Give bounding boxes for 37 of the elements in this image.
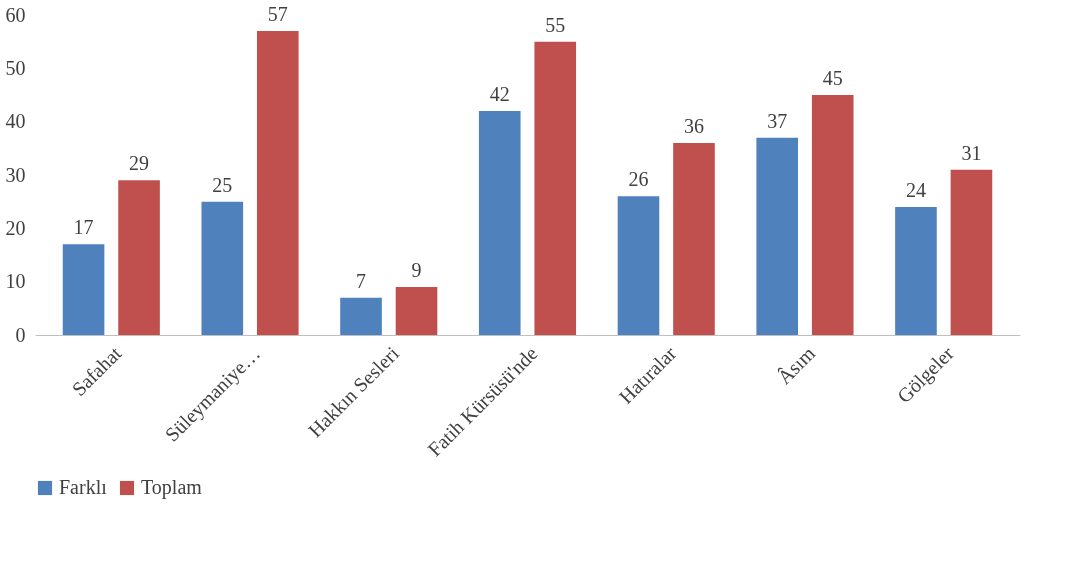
bar [811, 95, 854, 335]
data-label: 45 [822, 67, 843, 89]
y-tick-label: 20 [5, 216, 26, 239]
y-tick-label: 30 [5, 163, 26, 186]
data-label: 17 [73, 216, 94, 239]
y-tick-label: 0 [15, 323, 26, 346]
data-label: 55 [545, 13, 566, 36]
bar [340, 297, 382, 335]
y-tick-label: 60 [5, 3, 26, 26]
data-label: 25 [212, 173, 233, 196]
bar [478, 111, 521, 335]
data-label: 37 [767, 109, 788, 132]
data-label: 31 [961, 141, 982, 164]
data-label: 9 [411, 259, 422, 281]
bar [201, 201, 244, 335]
y-tick-label: 10 [5, 270, 26, 293]
data-label: 57 [267, 3, 288, 25]
y-tick-label: 40 [5, 110, 26, 133]
bar [673, 143, 715, 335]
bar [617, 196, 660, 335]
bar [895, 207, 937, 335]
data-label: 42 [489, 83, 510, 105]
data-label: 36 [683, 115, 704, 137]
bar [256, 31, 299, 335]
data-label: 24 [905, 179, 926, 201]
legend-label: Toplam [141, 476, 203, 499]
bar [395, 287, 438, 335]
data-label: 26 [628, 168, 649, 191]
bar [950, 169, 993, 335]
y-tick-label: 50 [5, 56, 26, 79]
data-label: 7 [356, 269, 367, 292]
bar [62, 244, 105, 335]
bar [118, 180, 160, 335]
legend-label: Farklı [59, 476, 108, 498]
data-label: 29 [129, 152, 150, 175]
bar [534, 41, 577, 335]
bar [756, 137, 799, 335]
